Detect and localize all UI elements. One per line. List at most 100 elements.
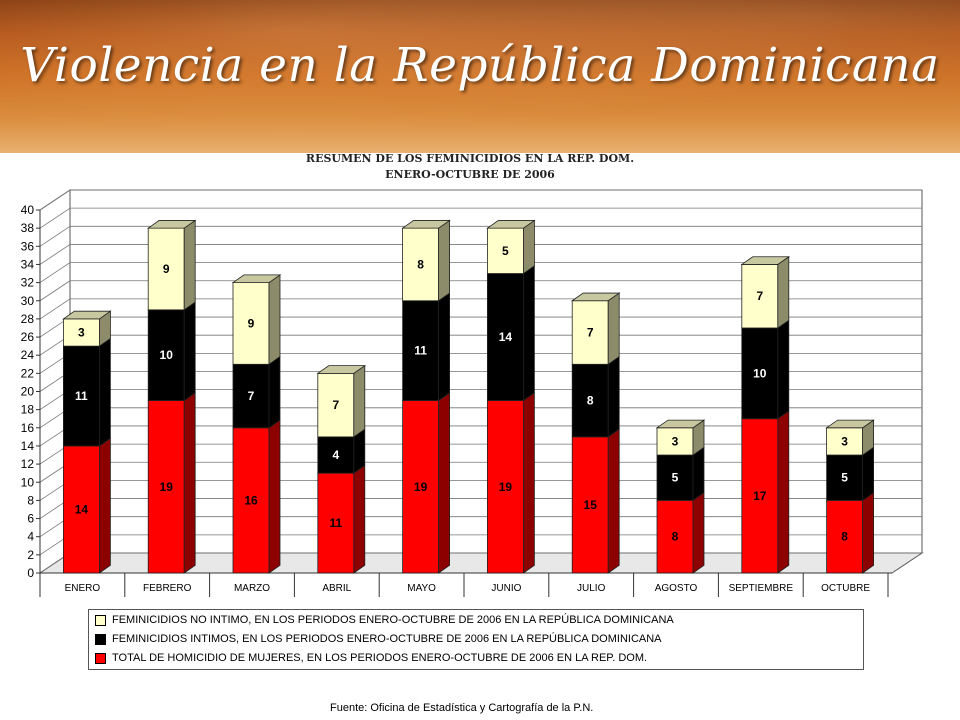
legend-label-no-intimo: FEMINICIDIOS NO INTIMO, EN LOS PERIODOS … [112, 614, 674, 626]
bar-side [523, 265, 535, 402]
x-tick-label: ENERO [65, 583, 101, 594]
y-tick-label: 20 [21, 385, 35, 399]
bar-segment [63, 318, 100, 347]
gridline-side [39, 225, 71, 247]
bar-top [231, 274, 282, 284]
bar-top [570, 292, 621, 302]
x-tick-label: AGOSTO [655, 583, 698, 594]
data-label: 10 [753, 366, 767, 380]
data-label: 8 [587, 394, 594, 408]
bar-side [99, 437, 111, 574]
bar-side [268, 355, 281, 429]
bar-side [607, 428, 620, 574]
bar-side [607, 355, 620, 438]
legend-item-no-intimo: FEMINICIDIOS NO INTIMO, EN LOS PERIODOS … [95, 612, 674, 628]
bar-top [825, 419, 875, 429]
legend-item-intimos: FEMINICIDIOS INTIMOS, EN LOS PERIODOS EN… [95, 631, 662, 647]
data-label: 8 [841, 530, 848, 544]
data-label: 4 [332, 448, 339, 462]
bar-top [401, 220, 451, 229]
y-tick-label: 28 [21, 312, 35, 326]
y-tick-label: 2 [27, 548, 34, 562]
data-label: 5 [841, 471, 848, 485]
data-label: 3 [672, 434, 679, 448]
slide-title: Violencia en la República Dominicana [20, 38, 940, 93]
bar-segment [741, 418, 779, 574]
y-tick-label: 22 [21, 366, 35, 380]
y-tick-label: 14 [21, 439, 35, 453]
bar-segment [486, 273, 524, 401]
bar-side [523, 219, 535, 275]
data-label: 5 [672, 471, 679, 485]
bar-segment [741, 264, 779, 329]
bar-top [316, 365, 367, 374]
legend-swatch-intimos [95, 633, 106, 645]
y-tick-label: 12 [21, 457, 35, 471]
bar-segment [571, 363, 609, 438]
bar-segment [656, 454, 694, 501]
y-tick-label: 8 [27, 493, 34, 507]
bar-side [862, 491, 874, 574]
bar-side [862, 446, 874, 502]
y-tick-label: 34 [21, 257, 35, 271]
y-tick-label: 18 [21, 403, 35, 417]
x-tick-label: JUNIO [491, 583, 521, 594]
bar-side [183, 301, 196, 402]
chart-legend: FEMINICIDIOS NO INTIMO, EN LOS PERIODOS … [88, 609, 864, 670]
bar-segment [826, 427, 863, 456]
bar-side [692, 491, 705, 574]
bar-side [777, 255, 790, 329]
legend-swatch-no-intimo [95, 614, 106, 626]
y-tick-label: 0 [27, 566, 34, 580]
data-label: 14 [75, 502, 89, 516]
data-label: 7 [248, 389, 255, 403]
x-tick-label: MARZO [234, 583, 270, 594]
bar-segment [317, 436, 355, 474]
data-label: 3 [841, 434, 848, 448]
bar-side [523, 392, 535, 574]
bar-segment [402, 300, 440, 401]
legend-label-total: TOTAL DE HOMICIDIO DE MUJERES, EN LOS PE… [112, 652, 648, 664]
bar-side [183, 392, 196, 574]
x-tick-label: OCTUBRE [821, 583, 870, 594]
bar-side [268, 274, 281, 366]
data-label: 16 [244, 493, 258, 507]
data-label: 11 [329, 516, 342, 530]
chart-subtitle: ENERO-OCTUBRE DE 2006 [385, 168, 555, 181]
source-note: Fuente: Oficina de Estadística y Cartogr… [330, 702, 594, 714]
data-label: 11 [414, 344, 427, 358]
data-label: 7 [332, 398, 339, 412]
bar-top [655, 419, 706, 429]
gridline-side [39, 262, 71, 283]
data-label: 9 [248, 316, 255, 330]
bar-segment [571, 436, 609, 574]
bar-segment [486, 227, 524, 274]
title-banner [0, 0, 960, 153]
y-tick-label: 30 [21, 294, 35, 308]
y-tick-label: 38 [21, 221, 35, 235]
bar-side [99, 337, 111, 447]
data-label: 10 [160, 348, 174, 362]
x-tick-label: JULIO [577, 583, 606, 594]
bar-segment [656, 499, 694, 574]
gridline-side [39, 189, 71, 211]
data-label: 15 [584, 498, 598, 512]
data-label: 19 [414, 480, 428, 494]
chart-title: RESUMEN DE LOS FEMINICIDIOS EN LA REP. D… [305, 152, 635, 165]
x-tick-label: SEPTIEMBRE [729, 583, 794, 594]
x-tick-label: FEBRERO [143, 583, 192, 594]
y-tick-label: 10 [21, 475, 35, 489]
y-tick-label: 36 [21, 239, 35, 253]
bar-side [438, 392, 451, 574]
bar-segment [826, 454, 863, 501]
y-tick-label: 26 [21, 330, 35, 344]
bar-segment [63, 445, 100, 574]
legend-label-intimos: FEMINICIDIOS INTIMOS, EN LOS PERIODOS EN… [112, 633, 662, 645]
bar-top [486, 220, 536, 229]
x-tick-label: ABRIL [322, 583, 351, 594]
data-label: 8 [417, 257, 424, 271]
data-label: 19 [160, 480, 174, 494]
gridline-side [39, 298, 71, 320]
bar-top [146, 220, 197, 229]
gridline-side [39, 207, 71, 229]
